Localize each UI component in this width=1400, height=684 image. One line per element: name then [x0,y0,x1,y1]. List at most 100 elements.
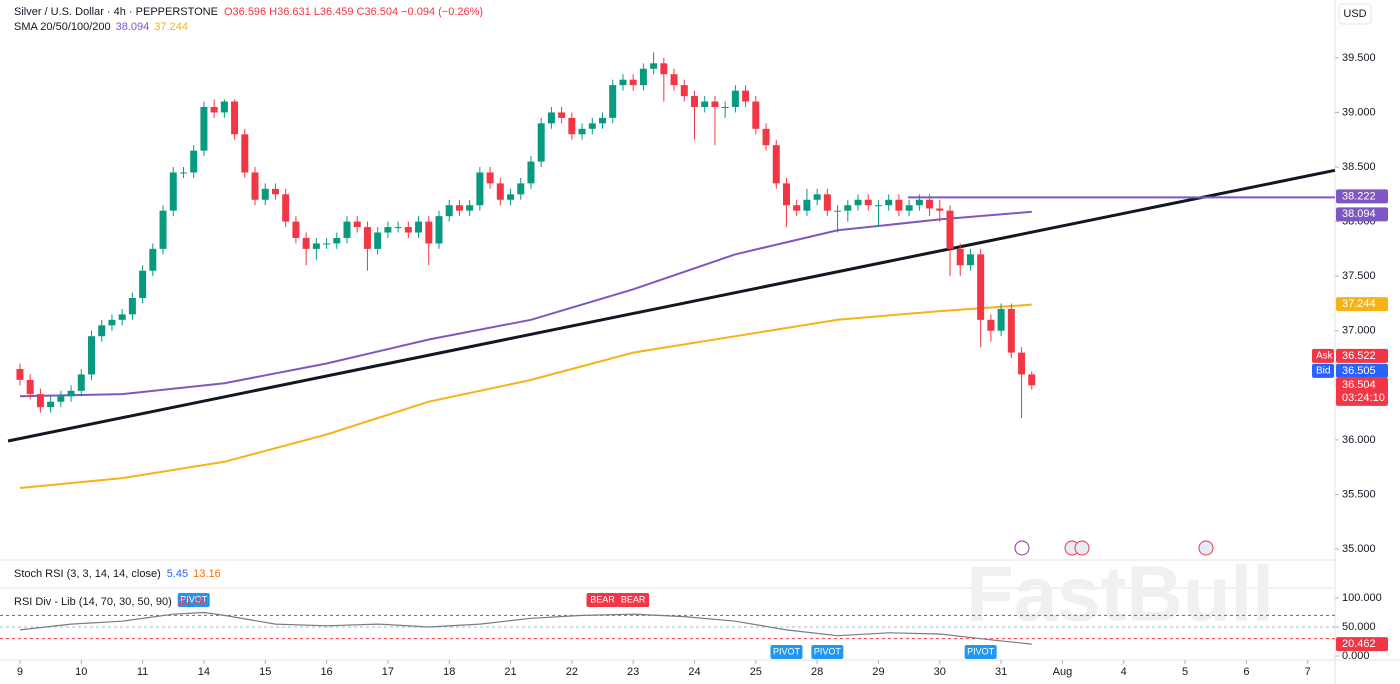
currency[interactable]: USD [1343,8,1366,20]
candle-body [241,134,249,173]
event-icon[interactable] [1198,540,1214,556]
candle-body [997,308,1005,331]
candle-body [936,208,944,211]
candle-body [98,325,106,337]
rsi-last: 20.46 [178,596,206,608]
price-badge-label: 36.522 [1342,350,1376,362]
price-badge-label: 38.094 [1342,208,1376,220]
candle-body [210,106,218,113]
x-tick-label: 30 [934,666,946,678]
candle-body [466,205,474,211]
sma-legend: SMA 20/50/100/200 38.094 37.244 [14,21,188,33]
candle-body [496,183,504,200]
sma-line [19,210,1032,398]
candle-body [118,314,126,320]
candle-body [966,254,974,266]
x-tick-label: 4 [1121,666,1127,678]
x-tick-label: 31 [995,666,1007,678]
candle-body [445,205,453,217]
candle-body [926,199,934,209]
ask-label: Ask [1316,351,1334,362]
trend-line [7,168,1336,443]
y-tick-label: 39.500 [1342,52,1376,64]
candle-body [220,101,228,113]
signal-label [811,645,844,659]
candle-body [854,199,862,206]
x-tick-label: 10 [75,666,87,678]
candle-body [803,199,811,211]
sma-line [19,303,1032,489]
last-price: 36.504 [1342,379,1376,391]
x-tick-label: 24 [688,666,700,678]
candle-body [1028,374,1036,386]
candle-body [1018,352,1026,375]
sma-value: 37.244 [154,21,188,33]
price-badge [1336,297,1388,312]
signal-text: PIVOT [967,646,995,656]
price-badge-label: 36.505 [1342,365,1376,377]
currency-button[interactable] [1338,3,1372,25]
rsi-label: RSI Div - Lib (14, 70, 30, 50, 90) [14,596,172,608]
price-badge [1336,207,1388,222]
candle-body [578,128,586,135]
candle-body [486,172,494,184]
sma-label: SMA 20/50/100/200 [14,21,111,33]
candle-body [363,227,371,249]
rsi-legend: RSI Div - Lib (14, 70, 30, 50, 90) 20.46 [14,596,205,608]
bid-label: Bid [1316,366,1330,377]
ohlc-value: L36.459 [314,6,354,18]
y-tick-label: 35.500 [1342,488,1376,500]
price-badge [1336,363,1388,378]
candle-body [415,221,423,233]
candle-body [772,145,780,184]
y-tick-label: 35.000 [1342,543,1376,555]
signal-text: PIVOT [180,594,208,604]
candle-body [895,199,903,211]
last-price-badge [1336,377,1388,406]
candle-body [312,243,320,249]
candle-body [558,112,566,118]
x-tick-label: 21 [504,666,516,678]
x-tick-label: 9 [17,666,23,678]
ohlc-value: O36.596 [224,6,266,18]
candle-body [323,243,331,245]
ask-tag [1312,348,1334,363]
x-tick-label: 11 [137,666,148,678]
event-icon[interactable] [1014,540,1030,556]
signal-text: PIVOT [773,646,801,656]
candle-body [67,390,75,397]
candle-body [690,96,698,107]
candle-body [874,205,882,207]
signal-label [177,593,210,607]
price-badge [1336,189,1388,204]
stoch-label: Stoch RSI (3, 3, 14, 14, close) [14,568,161,580]
event-icon[interactable] [1074,540,1090,556]
candle-body [353,221,361,228]
candle-body [77,374,85,391]
candle-body [394,227,402,229]
x-tick-label: 14 [198,666,210,678]
candle-body [292,221,300,238]
candle-body [752,101,760,129]
candle-body [404,227,412,233]
candle-body [507,194,515,200]
symbol: Silver / U.S. Dollar · 4h · PEPPERSTONE [14,6,218,18]
candle-body [159,210,167,249]
candle-body [537,123,545,162]
signal-label [770,645,803,659]
signal-label [586,593,619,607]
rsi-tick-label: 50.000 [1342,621,1376,633]
candle-body [987,319,995,331]
candle-body [823,194,831,211]
candle-body [547,112,555,124]
candle-body [660,63,668,75]
y-tick-label: 37.500 [1342,270,1376,282]
candle-body [128,298,136,315]
candle-body [915,199,923,206]
candle-body [384,227,392,233]
x-tick-label: 15 [259,666,271,678]
candle-body [762,128,770,146]
candle-body [333,237,341,244]
event-icons [1014,540,1214,556]
